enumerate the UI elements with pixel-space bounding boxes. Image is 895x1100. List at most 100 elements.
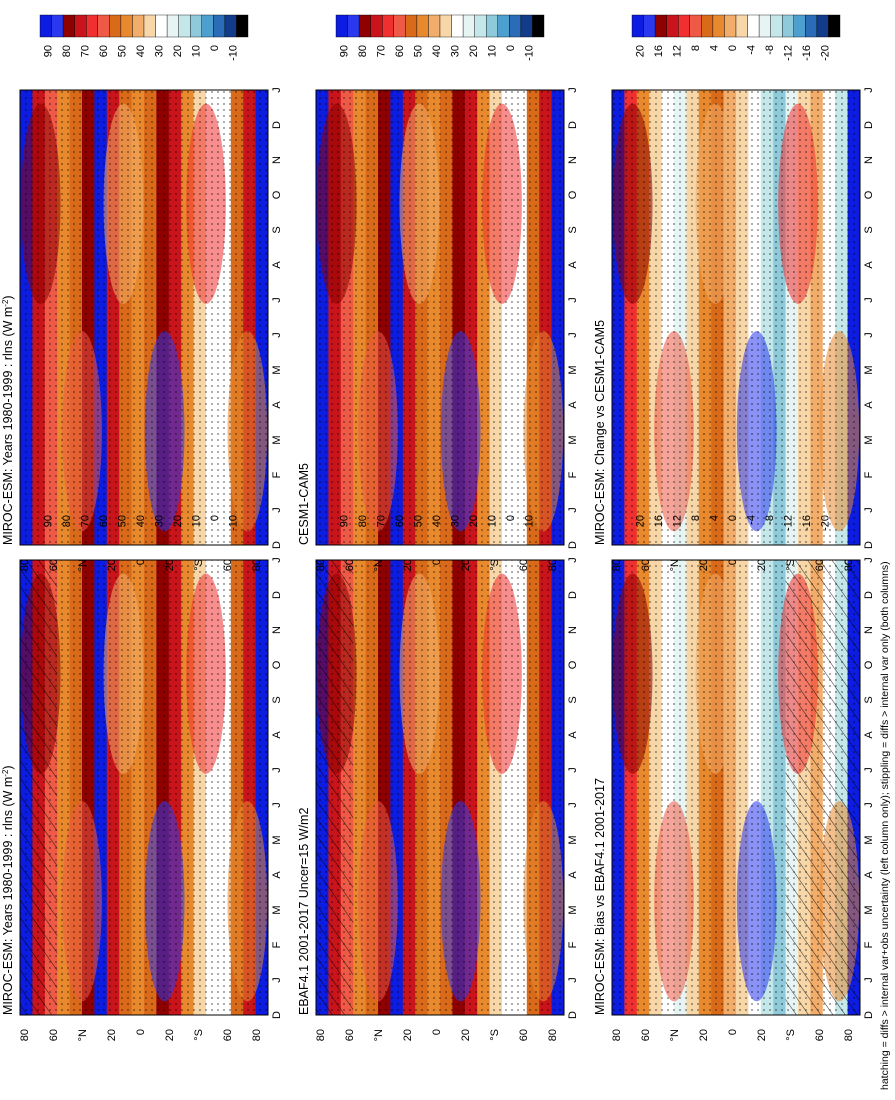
month-tick: O (567, 190, 579, 199)
colorbar-swatch (689, 14, 702, 38)
month-tick: M (271, 905, 283, 914)
colorbar-swatch (166, 14, 179, 38)
colorbar-tick: 30 (153, 45, 165, 57)
month-tick: J (863, 557, 875, 563)
colorbar-tick: 40 (431, 45, 443, 57)
colorbar-tick: 90 (43, 45, 55, 57)
month-tick: J (271, 557, 283, 563)
month-tick: O (567, 660, 579, 669)
month-tick: S (271, 696, 283, 703)
colorbar-tick: 10 (486, 45, 498, 57)
month-tick: M (863, 835, 875, 844)
lat-tick: 60 (48, 1029, 60, 1041)
colorbar-tick: 40 (135, 45, 147, 57)
hatch-overlay (785, 560, 860, 1015)
colorbar-tick: 60 (98, 515, 110, 527)
colorbar-swatch (439, 14, 452, 38)
colorbar-swatch (347, 14, 360, 38)
lat-tick: °N (373, 559, 385, 571)
colorbar-tick: 90 (339, 45, 351, 57)
panel-frame (19, 559, 269, 1016)
colorbar-tick: -16 (801, 515, 813, 531)
colorbar-swatch (486, 14, 498, 38)
lat-tick: 20 (402, 559, 414, 571)
panel-2 (315, 559, 565, 1016)
lat-tick: 0 (431, 1029, 443, 1035)
colorbar-swatch (735, 14, 748, 38)
month-tick: N (271, 156, 283, 164)
colorbar-tick: 20 (172, 45, 184, 57)
month-tick: F (863, 941, 875, 948)
colorbar-tick: 70 (376, 515, 388, 527)
colorbar-tick: 0 (727, 515, 739, 521)
lat-tick: 20 (106, 1029, 118, 1041)
lat-tick: °S (489, 559, 501, 571)
month-tick: S (863, 226, 875, 233)
month-tick: J (271, 87, 283, 93)
colorbar-swatch (701, 14, 714, 38)
lat-tick: °S (489, 1029, 501, 1041)
colorbar-tick: 4 (709, 515, 721, 521)
colorbar-tick: 10 (486, 515, 498, 527)
lat-tick: 80 (547, 1029, 559, 1041)
colorbar-tick: 80 (61, 45, 73, 57)
colorbar-swatch (712, 14, 725, 38)
lat-tick: 60 (640, 1029, 652, 1041)
colorbar-swatch (828, 14, 841, 38)
colorbar-swatch (532, 14, 545, 38)
month-tick: F (567, 941, 579, 948)
lat-tick: 80 (19, 1029, 31, 1041)
colorbar-tick: 12 (672, 45, 684, 57)
colorbar-swatch (643, 14, 656, 38)
lat-tick: 60 (48, 559, 60, 571)
colorbar-tick: -20 (819, 515, 831, 531)
colorbar-tick: 80 (357, 515, 369, 527)
month-tick: J (863, 507, 875, 513)
panel-frame (315, 559, 565, 1016)
colorbar-tick: -20 (819, 45, 831, 61)
lat-tick: 80 (315, 559, 327, 571)
colorbar-tick: 12 (672, 515, 684, 527)
colorbar-tick: 16 (653, 45, 665, 57)
colorbar-tick: 20 (635, 45, 647, 57)
lat-tick: 20 (460, 559, 472, 571)
panel-frame (611, 559, 861, 1016)
panel-frame (611, 89, 861, 546)
lat-tick: °N (77, 559, 89, 571)
lat-tick: 0 (135, 559, 147, 565)
colorbar-tick: 50 (117, 515, 129, 527)
panel-title: CESM1-CAM5 (297, 463, 311, 545)
month-tick: J (271, 977, 283, 983)
panel-title: MIROC-ESM: Bias vs EBAF4.1 2001-2017 (593, 778, 607, 1015)
month-tick: D (567, 591, 579, 599)
panel-3 (315, 89, 565, 546)
panel-frame (19, 89, 269, 546)
colorbar-tick: -4 (745, 515, 757, 525)
month-tick: A (271, 261, 283, 269)
lat-tick: °N (669, 559, 681, 571)
colorbar-swatch (654, 14, 667, 38)
panel-4 (611, 559, 861, 1016)
lat-tick: 20 (460, 1029, 472, 1041)
month-tick: A (271, 871, 283, 879)
colorbar-tick: -4 (745, 45, 757, 55)
colorbar-swatch (224, 14, 237, 38)
month-tick: D (863, 591, 875, 599)
lat-tick: 80 (547, 559, 559, 571)
colorbar-swatch (335, 14, 348, 38)
stipple-overlay (316, 90, 564, 545)
colorbar (39, 14, 249, 38)
lat-tick: 20 (106, 559, 118, 571)
colorbar-tick: 90 (43, 515, 55, 527)
colorbar-swatch (805, 14, 818, 38)
lat-tick: 80 (251, 1029, 263, 1041)
colorbar-tick: 16 (653, 515, 665, 527)
colorbar-swatch (97, 14, 110, 38)
colorbar-swatch (358, 14, 371, 38)
month-tick: M (271, 365, 283, 374)
lat-tick: 80 (843, 559, 855, 571)
month-tick: D (567, 541, 579, 549)
stipple-overlay (20, 90, 268, 545)
lat-tick: 20 (698, 1029, 710, 1041)
colorbar-tick: 30 (449, 45, 461, 57)
